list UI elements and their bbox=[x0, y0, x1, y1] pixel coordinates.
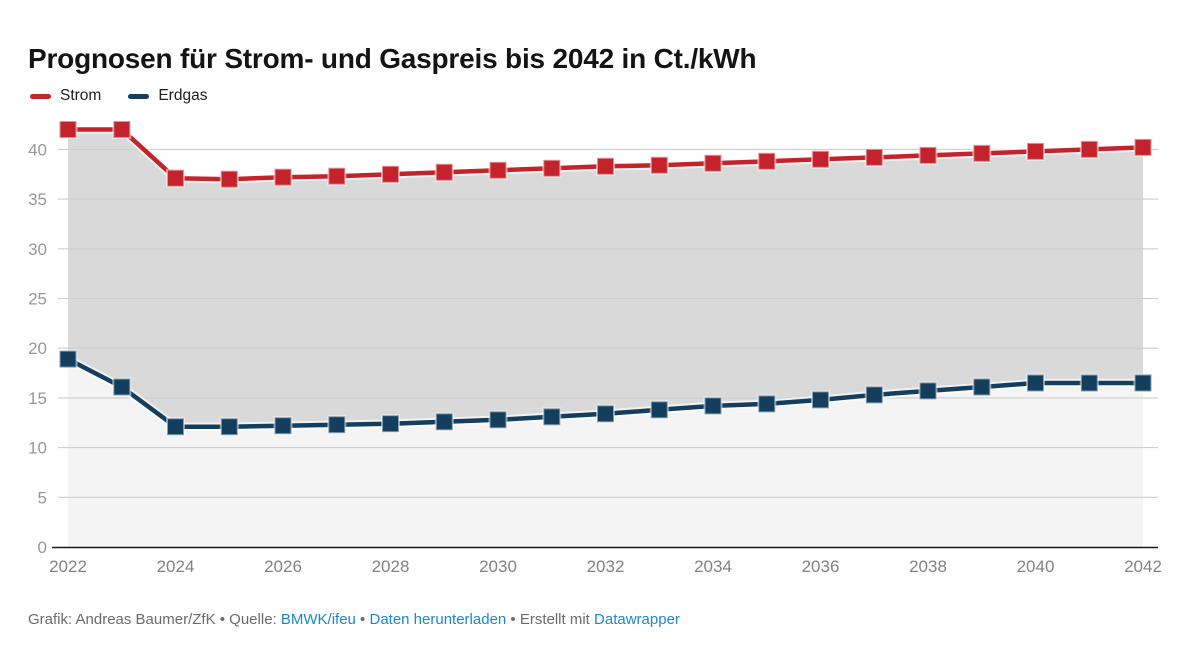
area-below-erdgas bbox=[68, 359, 1143, 547]
marker-strom-2024[interactable] bbox=[166, 168, 185, 188]
legend-label-strom: Strom bbox=[60, 87, 102, 104]
marker-erdgas-2034[interactable] bbox=[703, 396, 723, 416]
marker-erdgas-2031[interactable] bbox=[542, 407, 562, 427]
gridlines bbox=[58, 148, 1158, 498]
marker-erdgas-2030[interactable] bbox=[488, 410, 508, 430]
marker-erdgas-2042[interactable] bbox=[1133, 373, 1153, 393]
footer-credit: Grafik: Andreas Baumer/ZfK bbox=[28, 611, 216, 628]
legend-swatch-erdgas bbox=[128, 93, 150, 99]
footer-link-download[interactable]: Daten herunterladen bbox=[369, 611, 507, 628]
marker-erdgas-2033[interactable] bbox=[649, 400, 669, 420]
x-tick-label-2040: 2040 bbox=[1017, 557, 1055, 576]
y-axis-labels: 0 5 10 15 20 25 30 35 40 bbox=[28, 140, 47, 557]
footer-created-with: Erstellt mit bbox=[519, 611, 595, 628]
x-tick-label-2036: 2036 bbox=[802, 557, 840, 576]
x-tick-label-2038: 2038 bbox=[909, 557, 947, 576]
series-strom bbox=[58, 120, 1153, 189]
marker-erdgas-2036[interactable] bbox=[811, 390, 830, 410]
x-tick-label-2034: 2034 bbox=[694, 557, 732, 576]
marker-erdgas-2023[interactable] bbox=[112, 377, 132, 397]
y-tick-label-10: 10 bbox=[28, 439, 47, 458]
marker-strom-2028[interactable] bbox=[381, 164, 400, 184]
legend-label-erdgas: Erdgas bbox=[158, 87, 208, 104]
y-tick-label-15: 15 bbox=[28, 389, 47, 408]
page-title: Prognosen für Strom- und Gaspreis bis 20… bbox=[28, 42, 757, 74]
footer-separator: • bbox=[215, 611, 230, 628]
marker-erdgas-2024[interactable] bbox=[166, 417, 185, 437]
marker-strom-2027[interactable] bbox=[327, 166, 347, 186]
marker-strom-2035[interactable] bbox=[757, 151, 777, 171]
x-axis-labels: 2022 2024 2026 2028 2030 2032 2034 2036 2038 2040… bbox=[49, 557, 1162, 576]
marker-strom-2025[interactable] bbox=[219, 169, 239, 189]
marker-strom-2034[interactable] bbox=[703, 153, 723, 173]
marker-erdgas-2039[interactable] bbox=[972, 377, 992, 397]
footer-link-datawrapper[interactable]: Datawrapper bbox=[594, 611, 680, 628]
y-tick-label-5: 5 bbox=[38, 488, 47, 507]
marker-strom-2026[interactable] bbox=[273, 167, 293, 187]
legend-item-erdgas: Erdgas bbox=[128, 87, 207, 105]
x-tick-label-2024: 2024 bbox=[157, 557, 195, 576]
marker-erdgas-2035[interactable] bbox=[757, 394, 777, 414]
marker-strom-2037[interactable] bbox=[864, 147, 884, 167]
marker-erdgas-2026[interactable] bbox=[273, 416, 293, 436]
marker-strom-2033[interactable] bbox=[649, 155, 669, 175]
marker-strom-2039[interactable] bbox=[972, 143, 992, 163]
area-between-strom-erdgas bbox=[68, 129, 1143, 427]
y-tick-label-40: 40 bbox=[28, 140, 47, 159]
marker-strom-2036[interactable] bbox=[811, 149, 830, 169]
marker-strom-2023[interactable] bbox=[112, 120, 132, 139]
legend-item-strom: Strom bbox=[30, 87, 101, 105]
x-tick-label-2030: 2030 bbox=[479, 557, 517, 576]
chart-legend: Strom Erdgas bbox=[30, 87, 207, 105]
marker-erdgas-2022[interactable] bbox=[58, 349, 78, 369]
legend-swatch-strom bbox=[30, 93, 51, 99]
marker-strom-2031[interactable] bbox=[542, 158, 562, 178]
marker-erdgas-2040[interactable] bbox=[1026, 373, 1045, 393]
marker-erdgas-2032[interactable] bbox=[596, 404, 615, 424]
marker-strom-2032[interactable] bbox=[596, 156, 615, 176]
marker-strom-2022[interactable] bbox=[58, 120, 78, 139]
marker-erdgas-2038[interactable] bbox=[918, 381, 938, 401]
series-erdgas bbox=[58, 349, 1153, 437]
marker-strom-2042[interactable] bbox=[1133, 137, 1153, 157]
x-tick-label-2032: 2032 bbox=[587, 557, 625, 576]
chart-footer: Grafik: Andreas Baumer/ZfK • Quelle: BMW… bbox=[28, 611, 680, 628]
marker-erdgas-2025[interactable] bbox=[219, 417, 239, 437]
footer-separator: • bbox=[355, 611, 370, 628]
footer-separator: • bbox=[506, 611, 520, 628]
marker-strom-2040[interactable] bbox=[1026, 141, 1045, 161]
x-tick-label-2028: 2028 bbox=[372, 557, 410, 576]
y-tick-label-30: 30 bbox=[28, 240, 47, 259]
marker-erdgas-2037[interactable] bbox=[864, 385, 884, 405]
x-tick-label-2042: 2042 bbox=[1124, 557, 1162, 576]
marker-erdgas-2027[interactable] bbox=[327, 415, 347, 435]
y-tick-label-20: 20 bbox=[28, 339, 47, 358]
y-tick-label-0: 0 bbox=[38, 538, 47, 557]
y-tick-label-25: 25 bbox=[28, 290, 47, 309]
marker-strom-2030[interactable] bbox=[488, 160, 508, 180]
marker-erdgas-2041[interactable] bbox=[1079, 373, 1099, 393]
y-tick-label-35: 35 bbox=[28, 190, 47, 209]
marker-strom-2029[interactable] bbox=[434, 162, 454, 182]
marker-strom-2038[interactable] bbox=[918, 145, 938, 165]
marker-strom-2041[interactable] bbox=[1079, 139, 1099, 159]
marker-erdgas-2028[interactable] bbox=[381, 414, 400, 434]
footer-link-source[interactable]: BMWK/ifeu bbox=[280, 611, 356, 628]
x-tick-label-2022: 2022 bbox=[49, 557, 87, 576]
x-tick-label-2026: 2026 bbox=[264, 557, 302, 576]
marker-erdgas-2029[interactable] bbox=[434, 412, 454, 432]
footer-source-label: Quelle: bbox=[229, 611, 281, 628]
